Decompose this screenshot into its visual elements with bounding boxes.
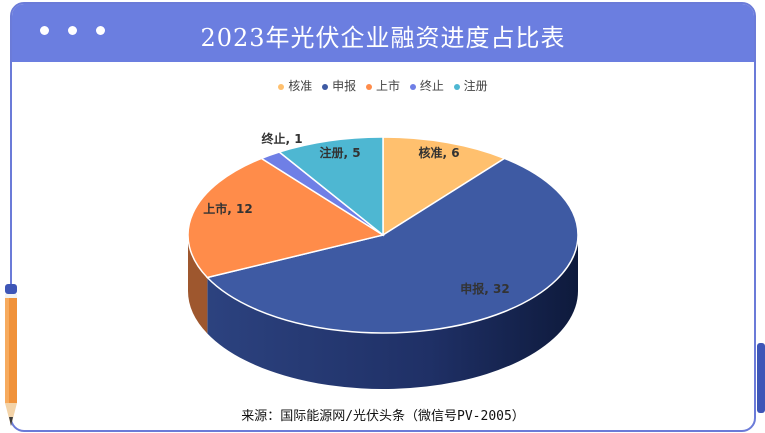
pie-side-filed xyxy=(207,235,578,390)
dot-icon xyxy=(68,26,78,35)
legend-label: 终止 xyxy=(419,79,444,93)
legend-item-listed: 上市 xyxy=(365,77,400,94)
data-label-filed: 申报, 32 xyxy=(460,281,509,296)
data-label-listed: 上市, 12 xyxy=(203,201,252,216)
chart-title: 2023年光伏企业融资进度占比表 xyxy=(200,24,566,52)
dot-icon xyxy=(40,26,49,35)
pie-slice-filed xyxy=(205,157,579,334)
legend-swatch xyxy=(322,83,329,90)
legend-label: 注册 xyxy=(463,79,488,93)
legend-item-filed: 申报 xyxy=(322,77,356,94)
legend-item-approved: 核准 xyxy=(278,77,312,94)
pie-slice-listed xyxy=(187,157,385,279)
legend-swatch xyxy=(278,83,285,90)
legend-swatch xyxy=(409,83,416,90)
legend-item-terminated: 终止 xyxy=(409,77,444,94)
data-label-registered: 注册, 5 xyxy=(319,145,360,160)
chart-legend: 核准 申报 上市 终止 注册 xyxy=(12,77,754,94)
pencil-icon xyxy=(5,284,17,426)
legend-label: 核准 xyxy=(288,79,313,93)
pie-side-listed xyxy=(188,235,208,334)
pie-slice-registered xyxy=(277,136,384,237)
chart-header: 2023年光伏企业融资进度占比表 xyxy=(12,4,754,62)
legend-swatch xyxy=(365,83,372,90)
pie-slice-approved xyxy=(382,136,507,237)
legend-item-registered: 注册 xyxy=(453,77,488,94)
legend-label: 申报 xyxy=(332,79,357,93)
window-dots xyxy=(40,20,119,39)
source-note: 来源：国际能源网/光伏头条（微信号PV-2005） xyxy=(241,409,525,424)
decorative-tab xyxy=(757,343,765,413)
legend-swatch xyxy=(453,83,460,90)
dot-icon xyxy=(96,26,106,35)
data-label-approved: 核准, 6 xyxy=(418,145,459,160)
legend-label: 上市 xyxy=(375,79,400,93)
data-label-terminated: 终止, 1 xyxy=(261,131,302,146)
